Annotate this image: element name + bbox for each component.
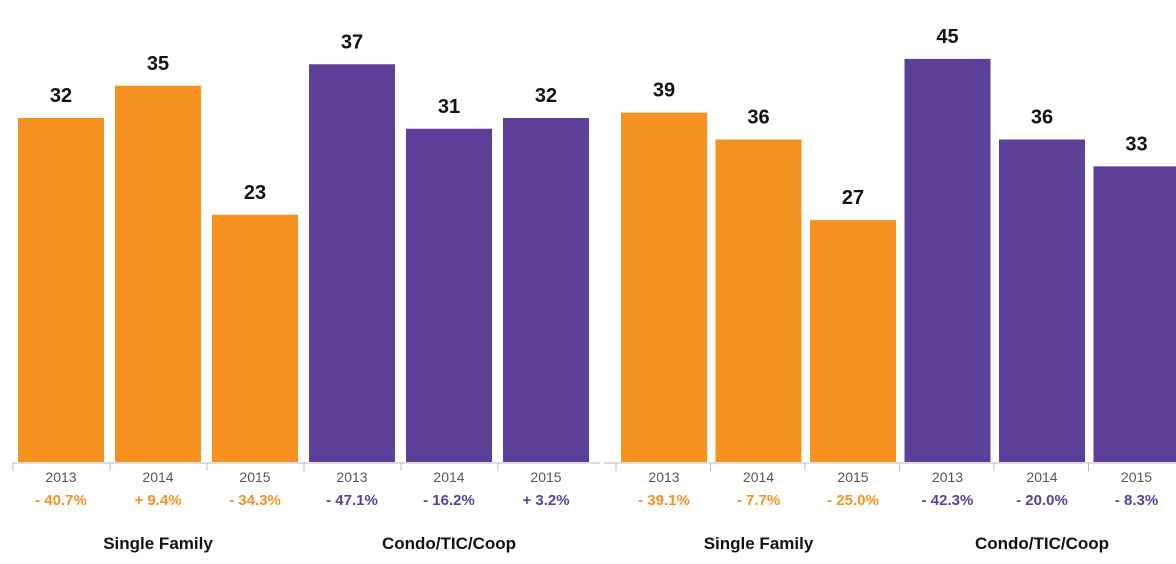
change-label: - 7.7%	[737, 492, 780, 509]
value-label: 37	[341, 31, 363, 53]
bar	[905, 59, 991, 462]
chart-1: 32 2013 - 40.7% 35 2014 + 9.4% 23 2015 - 34.3% Si…	[12, 31, 600, 553]
tick-label: 2015	[530, 469, 561, 485]
tick-label: 2014	[1026, 469, 1057, 485]
value-label: 23	[244, 182, 266, 204]
tick-label: 2015	[239, 469, 270, 485]
value-label: 27	[842, 187, 864, 209]
bar	[406, 129, 492, 462]
group-label: Condo/TIC/Coop	[975, 534, 1109, 553]
change-label: - 25.0%	[827, 492, 879, 509]
bar	[810, 220, 896, 462]
bar	[716, 140, 802, 463]
change-label: - 47.1%	[326, 492, 378, 509]
bar	[309, 64, 395, 462]
bar	[115, 86, 201, 462]
change-label: - 8.3%	[1115, 492, 1158, 509]
value-label: 33	[1125, 133, 1147, 155]
tick-label: 2013	[336, 469, 367, 485]
value-label: 45	[936, 26, 958, 48]
group-condo-tic-coop: 45 2013 - 42.3% 36 2014 - 20.0% 33 2015 - 8.3% Co…	[900, 26, 1176, 553]
tick-label: 2014	[142, 469, 173, 485]
tick-label: 2015	[837, 469, 868, 485]
value-label: 31	[438, 96, 460, 118]
change-label: + 3.2%	[522, 492, 569, 509]
bar	[1094, 166, 1176, 462]
bar	[503, 118, 589, 462]
group-condo-tic-coop: 37 2013 - 47.1% 31 2014 - 16.2% 32 2015 + 3.2% Co…	[304, 31, 589, 553]
bar	[212, 215, 298, 462]
tick-label: 2013	[45, 469, 76, 485]
tick-label: 2014	[433, 469, 464, 485]
tick-label: 2015	[1121, 469, 1152, 485]
bar	[999, 140, 1085, 463]
value-label: 32	[50, 85, 72, 107]
group-label: Condo/TIC/Coop	[382, 534, 516, 553]
tick-label: 2013	[932, 469, 963, 485]
change-label: + 9.4%	[134, 492, 181, 509]
change-label: - 39.1%	[638, 492, 690, 509]
bar	[621, 113, 707, 462]
value-label: 39	[653, 80, 675, 102]
value-label: 36	[747, 107, 769, 129]
group-single-family: 39 2013 - 39.1% 36 2014 - 7.7% 27 2015 - 25.0% Si…	[616, 80, 896, 553]
tick-label: 2013	[648, 469, 679, 485]
group-single-family: 32 2013 - 40.7% 35 2014 + 9.4% 23 2015 - 34.3% Si…	[13, 53, 298, 553]
change-label: - 40.7%	[35, 492, 87, 509]
value-label: 35	[147, 53, 169, 75]
value-label: 32	[535, 85, 557, 107]
change-label: - 20.0%	[1016, 492, 1068, 509]
chart-2: 39 2013 - 39.1% 36 2014 - 7.7% 27 2015 - 25.0% Si…	[604, 26, 1176, 553]
bar	[18, 118, 104, 462]
group-label: Single Family	[103, 534, 213, 553]
value-label: 36	[1031, 107, 1053, 129]
group-label: Single Family	[704, 534, 814, 553]
tick-label: 2014	[743, 469, 774, 485]
change-label: - 34.3%	[229, 492, 281, 509]
change-label: - 16.2%	[423, 492, 475, 509]
change-label: - 42.3%	[922, 492, 974, 509]
